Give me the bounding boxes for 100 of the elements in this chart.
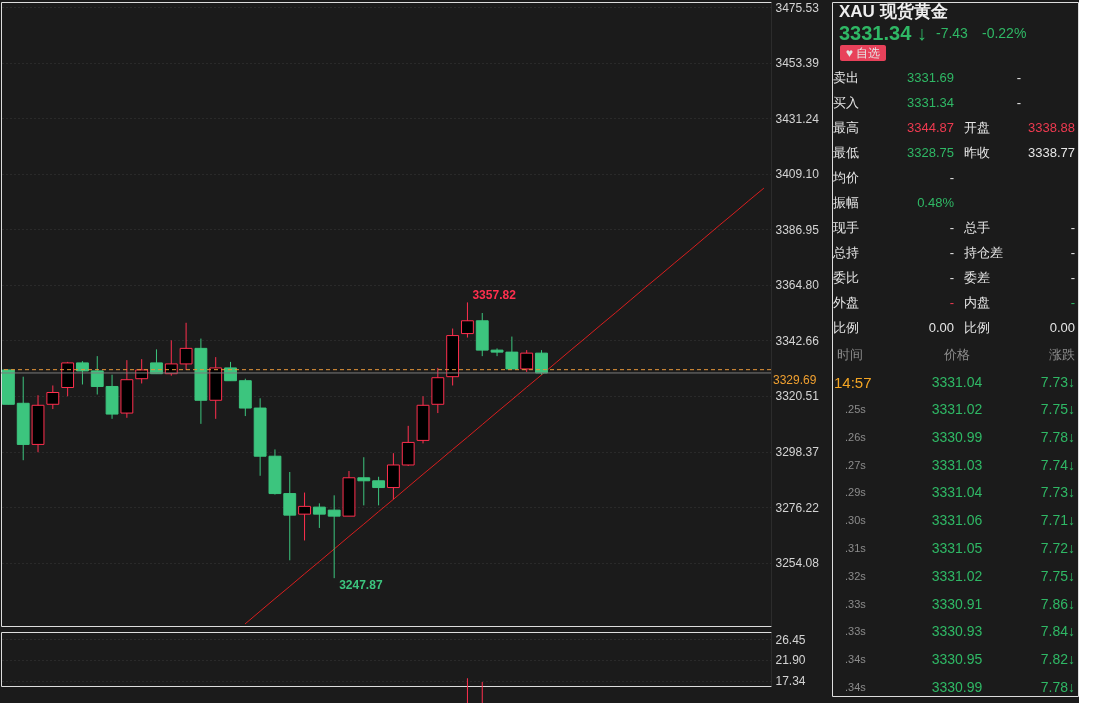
text: - — [949, 245, 954, 260]
text: 振幅 — [833, 195, 859, 210]
candlestick — [461, 301, 474, 339]
text: 开盘 — [964, 120, 990, 135]
text: 3331.06 — [931, 512, 983, 529]
text: XAU 现货黄金 — [839, 2, 948, 21]
text: -7.43 — [936, 25, 969, 41]
text: - — [1016, 70, 1022, 85]
text: 3331.03 — [931, 456, 983, 473]
annotation: 3247.87 — [339, 578, 383, 593]
text: 委差 — [964, 270, 990, 285]
text: 3331.05 — [931, 540, 983, 556]
text: -0.22% — [982, 25, 1027, 41]
y-tick-label: 3364.80 — [775, 278, 820, 293]
text: 7.82↓ — [1040, 651, 1075, 668]
text: 3330.93 — [931, 623, 983, 640]
text: 3338.77 — [1028, 145, 1075, 160]
text: .27s — [845, 458, 867, 471]
text: 3338.88 — [1028, 120, 1075, 135]
candlestick — [386, 452, 400, 500]
y-tick-label: 3298.37 — [775, 445, 820, 460]
text: 买入 — [833, 95, 859, 110]
text: 0.00 — [1049, 320, 1075, 335]
y-tick-label: 3342.66 — [775, 333, 820, 348]
text: 最高 — [833, 120, 859, 135]
candlestick — [179, 322, 193, 371]
text: 3331.02 — [931, 567, 983, 584]
text: 现手 — [833, 220, 859, 235]
text: 总持 — [832, 245, 859, 260]
text: 7.72↓ — [1040, 540, 1075, 556]
text: 7.73↓ — [1040, 484, 1075, 501]
text: 7.74↓ — [1040, 456, 1075, 473]
text: 3344.87 — [907, 120, 954, 135]
text: 最低 — [833, 145, 859, 160]
text: .26s — [845, 430, 867, 443]
candlestick — [46, 384, 60, 410]
text: 比例 — [833, 320, 859, 335]
y-tick-label: 26.45 — [775, 632, 806, 647]
text: .34s — [845, 681, 867, 693]
y-tick-label: 3254.08 — [775, 556, 820, 571]
text: 外盘 — [833, 295, 859, 310]
text: 7.73↓ — [1040, 374, 1075, 390]
candlestick — [357, 456, 371, 506]
text: 价格 — [943, 347, 970, 362]
text: - — [1070, 220, 1075, 235]
text: - — [1070, 245, 1075, 260]
text: - — [1070, 270, 1075, 285]
text: - — [949, 170, 954, 185]
text: .30s — [845, 514, 867, 527]
text: .31s — [845, 542, 867, 554]
text: ♥ 自选 — [845, 46, 881, 60]
candlestick — [312, 502, 326, 529]
text: 3330.91 — [931, 595, 983, 612]
text: - — [1016, 95, 1022, 110]
y-tick-label: 3276.22 — [775, 500, 820, 515]
text: - — [1070, 295, 1075, 310]
text: 内盘 — [964, 295, 990, 310]
text: 均价 — [832, 170, 859, 185]
text: 3330.99 — [931, 679, 983, 695]
text: 时间 — [837, 347, 863, 362]
candlestick — [327, 494, 341, 579]
y-tick-label: 17.34 — [775, 674, 806, 689]
candlestick — [520, 349, 534, 373]
candlestick — [401, 425, 415, 467]
text: 委比 — [833, 270, 859, 285]
text: .25s — [845, 403, 867, 415]
text: .33s — [845, 597, 867, 610]
ref-line-label: 3329.69 — [773, 372, 817, 387]
y-tick-label: 3431.24 — [775, 111, 820, 126]
text: 0.48% — [917, 195, 955, 210]
candlestick — [298, 492, 311, 541]
text: 涨跌 — [1049, 347, 1075, 362]
text: 比例 — [964, 320, 990, 335]
text: 3331.04 — [931, 484, 983, 501]
text: 3331.04 — [931, 374, 983, 390]
text: 昨收 — [964, 145, 990, 160]
text: 持仓差 — [964, 245, 1003, 260]
text: 卖出 — [833, 70, 859, 85]
text: 总手 — [963, 220, 990, 235]
y-tick-label: 3453.39 — [775, 56, 820, 71]
text: 0.00 — [928, 320, 954, 335]
text: 7.75↓ — [1040, 567, 1075, 584]
text: 14:57 — [834, 374, 872, 391]
text: 7.84↓ — [1040, 623, 1075, 640]
annotation: 3357.82 — [472, 288, 517, 303]
text: 3330.99 — [931, 428, 983, 445]
text: 7.86↓ — [1040, 595, 1075, 612]
text: - — [949, 220, 954, 235]
text: 7.78↓ — [1040, 428, 1075, 445]
text: .33s — [845, 625, 867, 638]
text: 3331.02 — [931, 401, 983, 417]
text: 7.75↓ — [1040, 401, 1075, 417]
text: - — [949, 295, 954, 310]
text: .32s — [845, 569, 867, 582]
y-tick-label: 3409.10 — [775, 167, 820, 182]
text: .29s — [845, 486, 867, 499]
text: 3331.69 — [907, 70, 954, 85]
text: - — [949, 270, 954, 285]
text: 3331.34 ↓ — [839, 22, 927, 44]
text: 7.71↓ — [1040, 512, 1075, 529]
